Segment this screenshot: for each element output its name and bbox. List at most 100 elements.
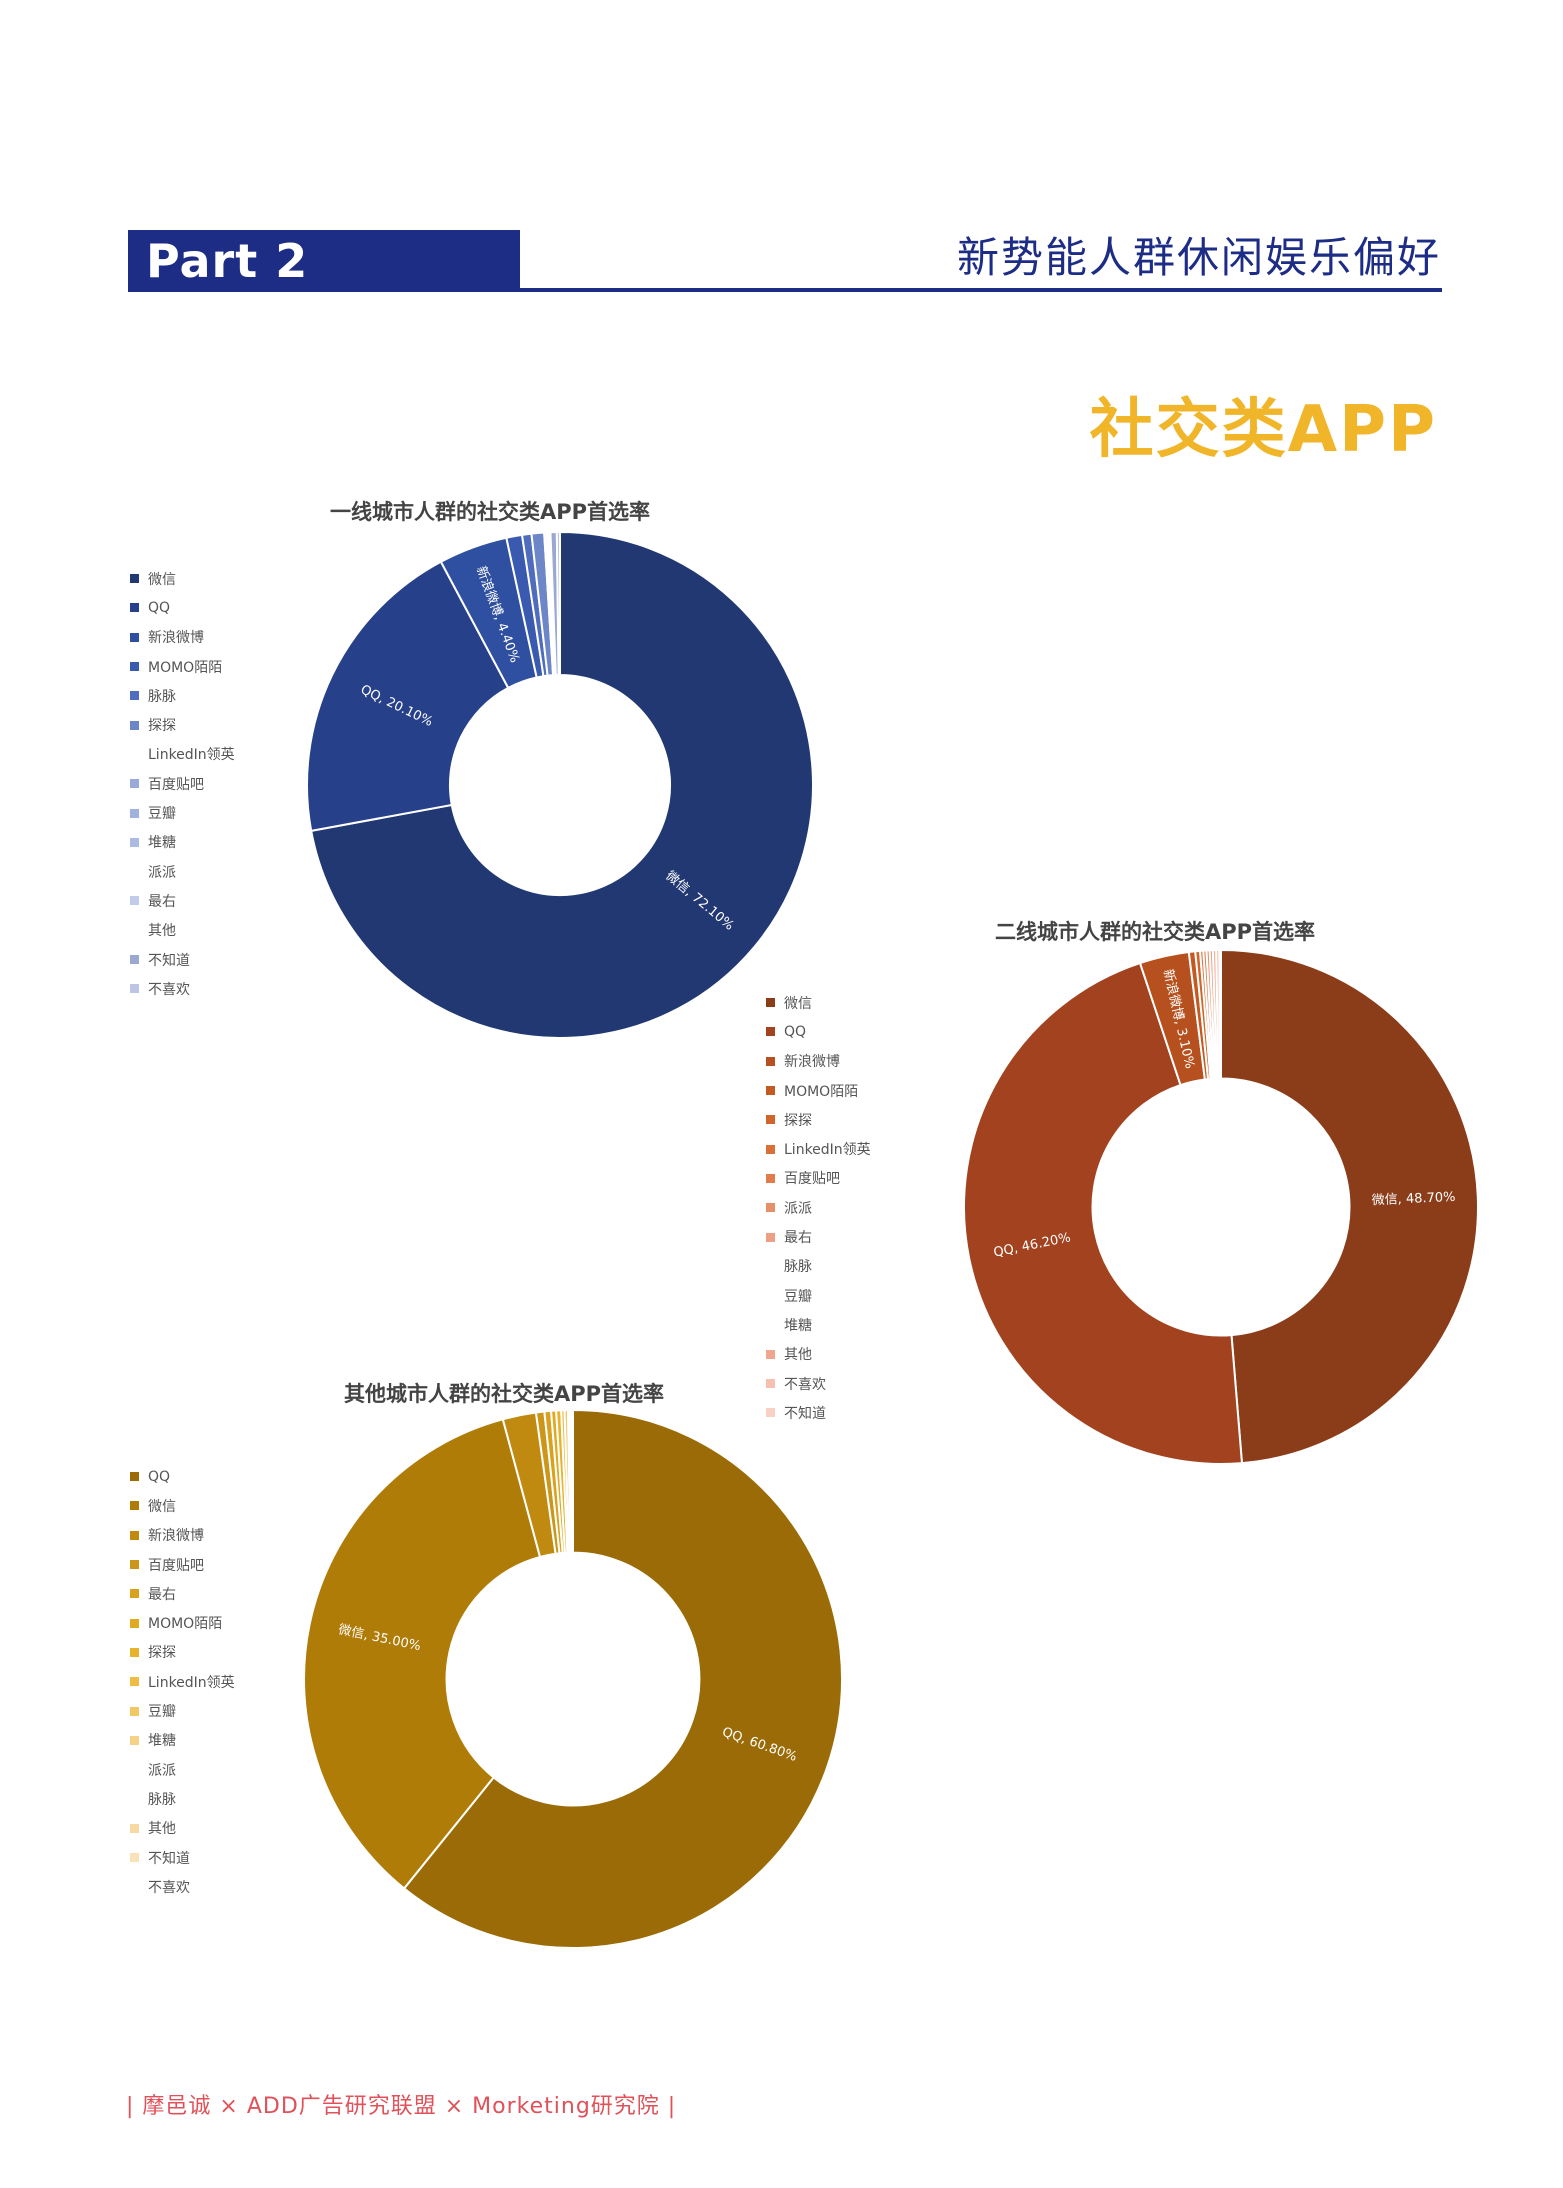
legend-label: 脉脉 — [148, 1791, 176, 1808]
legend-swatch — [130, 867, 139, 876]
legend-swatch — [766, 1349, 775, 1359]
legend-label: 探探 — [784, 1112, 812, 1129]
legend-swatch — [766, 1232, 775, 1242]
legend-swatch — [766, 1320, 775, 1329]
legend-item: 微信 — [130, 564, 235, 593]
legend-label: 派派 — [148, 864, 176, 881]
legend-tier1: 微信 QQ 新浪微博 MOMO陌陌 脉脉 探探 LinkedIn领英 百度贴吧 豆瓣 堆糖 派派 最右… — [130, 564, 235, 1003]
chart-title-other: 其他城市人群的社交类APP首选率 — [344, 1382, 665, 1406]
legend-item: 派派 — [130, 1755, 235, 1784]
legend-swatch — [130, 662, 139, 672]
legend-label: 派派 — [784, 1200, 812, 1217]
legend-label: 不知道 — [148, 952, 190, 969]
legend-swatch — [130, 691, 139, 701]
legend-label: 其他 — [148, 1821, 176, 1838]
legend-swatch — [766, 1144, 775, 1154]
legend-swatch — [130, 837, 139, 847]
legend-label: 其他 — [148, 923, 176, 940]
legend-swatch — [130, 1853, 139, 1862]
part-banner — [128, 230, 520, 292]
legend-swatch — [766, 1056, 775, 1066]
legend-label: 新浪微博 — [148, 1528, 204, 1545]
legend-swatch — [130, 926, 139, 935]
legend-swatch — [766, 1262, 775, 1271]
legend-item: 豆瓣 — [766, 1281, 871, 1310]
donut-chart-other: QQ, 60.80%微信, 35.00% — [303, 1408, 843, 1949]
legend-item: 脉脉 — [130, 681, 235, 710]
donut-slice — [555, 530, 561, 676]
legend-item: 不喜欢 — [130, 974, 235, 1003]
legend-item: LinkedIn领英 — [766, 1134, 871, 1163]
legend-label: 脉脉 — [784, 1259, 812, 1276]
legend-item: 不知道 — [130, 945, 235, 974]
legend-item: 其他 — [130, 916, 235, 945]
legend-label: 不喜欢 — [148, 1879, 190, 1896]
legend-label: LinkedIn领英 — [148, 747, 235, 764]
chart-title-tier2: 二线城市人群的社交类APP首选率 — [995, 920, 1316, 944]
donut-slice — [306, 560, 510, 833]
legend-item: LinkedIn领英 — [130, 1667, 235, 1696]
legend-swatch — [766, 1173, 775, 1183]
legend-label: 百度贴吧 — [148, 1557, 204, 1574]
legend-label: 不喜欢 — [784, 1376, 826, 1393]
page-title: 新势能人群休闲娱乐偏好 — [956, 233, 1441, 282]
legend-label: 不喜欢 — [148, 981, 190, 998]
legend-label: 新浪微博 — [784, 1054, 840, 1071]
legend-item: 脉脉 — [130, 1784, 235, 1813]
legend-item: LinkedIn领英 — [130, 740, 235, 769]
legend-swatch — [130, 779, 139, 789]
legend-item: 新浪微博 — [130, 1521, 235, 1550]
legend-item: 堆糖 — [766, 1310, 871, 1339]
legend-label: 新浪微博 — [148, 630, 204, 647]
legend-swatch — [130, 1823, 139, 1833]
legend-swatch — [130, 1618, 139, 1628]
legend-swatch — [130, 632, 139, 642]
legend-item: 豆瓣 — [130, 798, 235, 827]
legend-item: 最右 — [130, 1579, 235, 1608]
legend-label: 微信 — [148, 571, 176, 588]
legend-label: 豆瓣 — [784, 1288, 812, 1305]
legend-label: QQ — [148, 1468, 171, 1485]
legend-item: 堆糖 — [130, 828, 235, 857]
legend-item: 百度贴吧 — [766, 1164, 871, 1193]
donut-slice — [303, 1418, 542, 1890]
footer-credit: | 摩邑诚 × ADD广告研究联盟 × Morketing研究院 | — [126, 2094, 677, 2119]
legend-label: LinkedIn领英 — [784, 1142, 871, 1159]
legend-item: 不知道 — [130, 1843, 235, 1872]
legend-item: 不喜欢 — [766, 1369, 871, 1398]
legend-swatch — [766, 1408, 775, 1418]
legend-swatch — [130, 603, 139, 613]
legend-label: 不知道 — [784, 1405, 826, 1422]
legend-swatch — [130, 984, 139, 994]
donut-slice — [1220, 948, 1479, 1465]
legend-swatch — [766, 1203, 775, 1213]
donut-slice — [963, 961, 1244, 1465]
legend-item: MOMO陌陌 — [766, 1076, 871, 1105]
legend-label: 派派 — [148, 1762, 176, 1779]
legend-label: MOMO陌陌 — [148, 1616, 223, 1633]
legend-label: 微信 — [784, 995, 812, 1012]
legend-swatch — [130, 1560, 139, 1570]
legend-item: 其他 — [766, 1340, 871, 1369]
data-label: 微信, 48.70% — [1371, 1190, 1455, 1208]
legend-label: 不知道 — [148, 1850, 190, 1867]
chart-title-tier1: 一线城市人群的社交类APP首选率 — [330, 500, 651, 524]
legend-item: 微信 — [130, 1491, 235, 1520]
legend-item: 不知道 — [766, 1398, 871, 1427]
legend-label: 堆糖 — [148, 1733, 176, 1750]
legend-swatch — [130, 1882, 139, 1891]
legend-tier2: 微信 QQ 新浪微博 MOMO陌陌 探探 LinkedIn领英 百度贴吧 派派 最右 脉脉 豆瓣 堆糖… — [766, 988, 871, 1427]
legend-swatch — [130, 896, 139, 906]
legend-label: 豆瓣 — [148, 1704, 176, 1721]
donut-slice — [1218, 948, 1222, 1080]
legend-swatch — [130, 1677, 139, 1687]
legend-label: 豆瓣 — [148, 806, 176, 823]
legend-other: QQ 微信新浪微博百度贴吧最右 MOMO陌陌 探探 LinkedIn领英豆瓣堆糖派派脉脉… — [130, 1462, 235, 1901]
legend-swatch — [130, 574, 139, 584]
legend-swatch — [130, 1735, 139, 1745]
legend-swatch — [130, 1794, 139, 1803]
donut-slice — [402, 1408, 843, 1949]
legend-swatch — [130, 1472, 139, 1482]
donut-slice — [570, 1408, 574, 1554]
legend-label: 探探 — [148, 1645, 176, 1662]
